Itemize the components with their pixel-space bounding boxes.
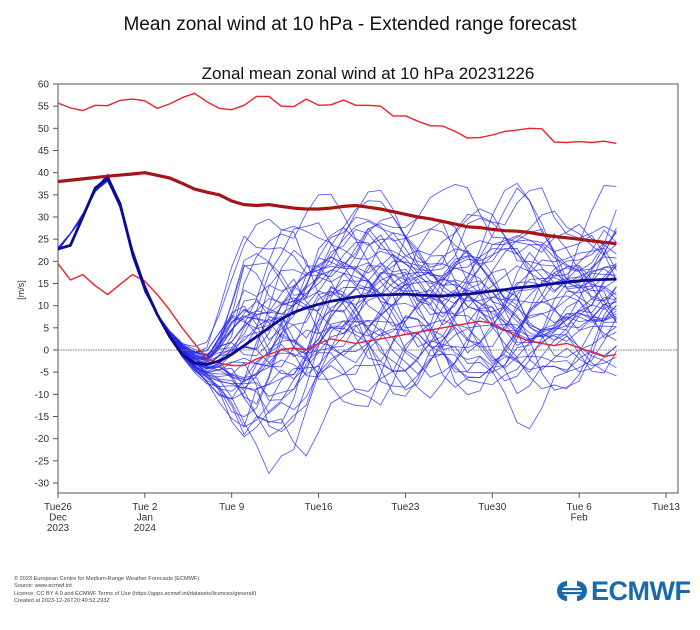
y-tick-label: 50 bbox=[38, 124, 50, 135]
footer-line: © 2023 European Centre for Medium-Range … bbox=[14, 576, 200, 582]
page-title: Mean zonal wind at 10 hPa - Extended ran… bbox=[123, 14, 577, 35]
ensemble-mean-line bbox=[58, 176, 617, 366]
y-tick-label: -30 bbox=[35, 479, 50, 490]
y-axis-label: [m/s] bbox=[16, 280, 26, 300]
zonal-wind-chart: Zonal mean zonal wind at 10 hPa 20231226… bbox=[16, 64, 680, 534]
x-tick-label: Tue23 bbox=[391, 502, 419, 513]
y-tick-label: 35 bbox=[38, 190, 50, 201]
ecmwf-logo-icon bbox=[557, 581, 587, 601]
y-tick-label: 60 bbox=[38, 80, 50, 91]
x-tick-label: 2024 bbox=[134, 523, 157, 534]
y-tick-label: 40 bbox=[38, 168, 50, 179]
climatological-minimum-line bbox=[58, 263, 617, 367]
x-tick-label: Tue26 bbox=[44, 502, 72, 513]
x-tick-label: Tue 2 bbox=[132, 502, 158, 513]
ensemble-member-line bbox=[58, 177, 617, 401]
x-tick-label: Tue 6 bbox=[567, 502, 593, 513]
ensemble-members bbox=[58, 173, 617, 475]
x-tick-label: Tue16 bbox=[305, 502, 333, 513]
y-tick-label: 55 bbox=[38, 102, 50, 113]
ensemble-member-line bbox=[58, 176, 617, 414]
ensemble-member-line bbox=[58, 178, 617, 457]
x-tick-label: Jan bbox=[137, 513, 153, 524]
x-tick-label: Tue13 bbox=[652, 502, 680, 513]
y-tick-label: 15 bbox=[38, 279, 50, 290]
y-tick-label: 30 bbox=[38, 213, 50, 224]
y-tick-label: 45 bbox=[38, 146, 50, 157]
x-tick-label: Feb bbox=[571, 513, 589, 524]
x-tick-label: Tue30 bbox=[478, 502, 506, 513]
y-tick-label: -15 bbox=[35, 412, 50, 423]
footer-line: Licence: CC BY 4.0 and ECMWF Terms of Us… bbox=[14, 590, 257, 597]
y-tick-label: 5 bbox=[43, 323, 49, 334]
y-tick-label: -20 bbox=[35, 434, 50, 445]
footer-line: Source: www.ecmwf.int bbox=[14, 583, 72, 590]
y-tick-label: 10 bbox=[38, 301, 50, 312]
chart-title: Zonal mean zonal wind at 10 hPa 20231226 bbox=[202, 64, 535, 83]
climatological-maximum-line bbox=[58, 92, 617, 145]
plot-frame bbox=[57, 83, 679, 494]
y-tick-label: -5 bbox=[40, 368, 49, 379]
climatological-mean-line bbox=[58, 171, 617, 246]
x-tick-label: Dec bbox=[49, 513, 67, 524]
x-tick-label: Tue 9 bbox=[219, 502, 245, 513]
y-tick-label: -10 bbox=[35, 390, 50, 401]
y-tick-label: 20 bbox=[38, 257, 50, 268]
y-tick-label: 0 bbox=[43, 346, 49, 357]
footer-line: Created at 2023-12-26T20:40:52.293Z bbox=[14, 597, 110, 604]
ecmwf-logo: ECMWF bbox=[556, 575, 691, 606]
x-tick-label: 2023 bbox=[47, 523, 70, 534]
copyright-footer: © 2023 European Centre for Medium-Range … bbox=[14, 576, 256, 605]
ecmwf-logo-text: ECMWF bbox=[591, 575, 691, 606]
y-tick-label: 25 bbox=[38, 235, 50, 246]
y-tick-label: -25 bbox=[35, 456, 50, 467]
